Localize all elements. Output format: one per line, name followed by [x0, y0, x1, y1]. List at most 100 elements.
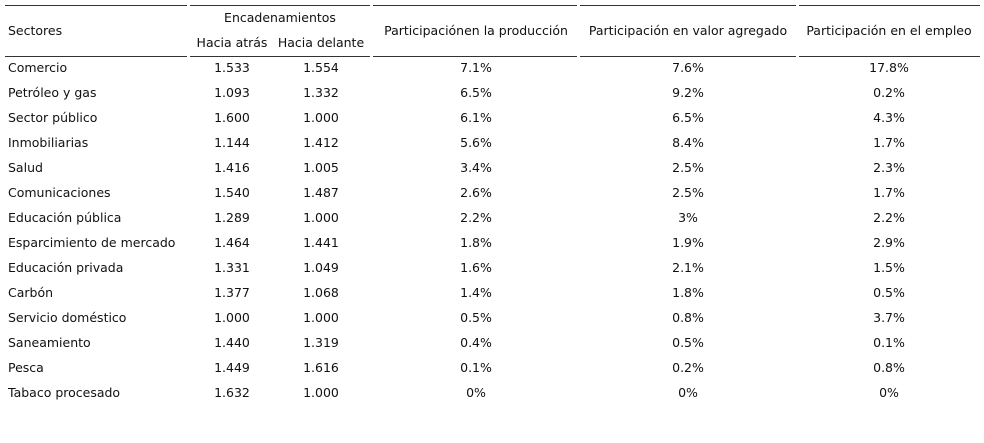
cell: 1.000: [303, 310, 339, 325]
cell: 17.8%: [869, 60, 909, 75]
cell: 8.4%: [672, 135, 704, 150]
cell: 1.000: [303, 110, 339, 125]
cell: 0.5%: [873, 285, 905, 300]
header: Participación en valor agregado: [588, 23, 788, 38]
cell: 1.540: [214, 185, 250, 200]
row-label: Petróleo y gas: [8, 85, 97, 100]
cell: 6.5%: [460, 85, 492, 100]
cell: 0%: [678, 385, 698, 400]
cell: 2.5%: [672, 185, 704, 200]
row-label: Sector público: [8, 110, 98, 125]
cell: 0.5%: [672, 335, 704, 350]
cell: 0.2%: [873, 85, 905, 100]
row-label: Pesca: [8, 360, 44, 375]
cell: 1.487: [303, 185, 339, 200]
rule: [799, 5, 980, 6]
cell: 0.5%: [460, 310, 492, 325]
cell: 6.1%: [460, 110, 492, 125]
cell: 0%: [466, 385, 486, 400]
cell: 0.8%: [672, 310, 704, 325]
cell: 2.9%: [873, 235, 905, 250]
rule: [190, 5, 370, 6]
cell: 0.2%: [672, 360, 704, 375]
cell: 7.1%: [460, 60, 492, 75]
rule: [580, 56, 796, 57]
cell: 1.440: [214, 335, 250, 350]
cell: 0.8%: [873, 360, 905, 375]
cell: 1.5%: [873, 260, 905, 275]
cell: 0.1%: [460, 360, 492, 375]
cell: 7.6%: [672, 60, 704, 75]
row-label: Comercio: [8, 60, 68, 75]
cell: 1.9%: [672, 235, 704, 250]
cell: 2.3%: [873, 160, 905, 175]
cell: 1.005: [303, 160, 339, 175]
rule: [799, 56, 980, 57]
cell: 2.1%: [672, 260, 704, 275]
cell: 1.412: [303, 135, 339, 150]
cell: 1.8%: [460, 235, 492, 250]
cell: 1.554: [303, 60, 339, 75]
cell: 9.2%: [672, 85, 704, 100]
cell: 3.4%: [460, 160, 492, 175]
header: Participación en el empleo: [806, 23, 972, 38]
row-label: Salud: [8, 160, 43, 175]
cell: 5.6%: [460, 135, 492, 150]
cell: 2.5%: [672, 160, 704, 175]
header: Hacia atrás: [196, 35, 268, 50]
row-label: Inmobiliarias: [8, 135, 89, 150]
cell: 3.7%: [873, 310, 905, 325]
cell: 1.6%: [460, 260, 492, 275]
cell: 1.7%: [873, 185, 905, 200]
cell: 1.049: [303, 260, 339, 275]
cell: 1.416: [214, 160, 250, 175]
rule: [5, 56, 187, 57]
cell: 2.2%: [873, 210, 905, 225]
row-label: Esparcimiento de mercado: [8, 235, 176, 250]
cell: 1.441: [303, 235, 339, 250]
cell: 1.331: [214, 260, 250, 275]
cell: 1.319: [303, 335, 339, 350]
cell: 1.093: [214, 85, 250, 100]
cell: 1.632: [214, 385, 250, 400]
cell: 1.464: [214, 235, 250, 250]
cell: 2.6%: [460, 185, 492, 200]
cell: 1.332: [303, 85, 339, 100]
rule: [190, 56, 370, 57]
cell: 0%: [879, 385, 899, 400]
rule: [580, 5, 796, 6]
cell: 1.449: [214, 360, 250, 375]
row-label: Tabaco procesado: [8, 385, 121, 400]
cell: 4.3%: [873, 110, 905, 125]
cell: 1.533: [214, 60, 250, 75]
row-label: Carbón: [8, 285, 54, 300]
cell: 1.068: [303, 285, 339, 300]
cell: 1.000: [303, 210, 339, 225]
header: Hacia delante: [277, 35, 365, 50]
row-label: Saneamiento: [8, 335, 91, 350]
rule: [5, 5, 187, 6]
rule: [373, 56, 577, 57]
rule: [373, 5, 577, 6]
cell: 1.616: [303, 360, 339, 375]
cell: 2.2%: [460, 210, 492, 225]
cell: 1.000: [303, 385, 339, 400]
cell: 0.4%: [460, 335, 492, 350]
row-label: Educación pública: [8, 210, 122, 225]
cell: 1.377: [214, 285, 250, 300]
cell: 1.289: [214, 210, 250, 225]
cell: 1.7%: [873, 135, 905, 150]
row-label: Comunicaciones: [8, 185, 111, 200]
cell: 0.1%: [873, 335, 905, 350]
header: Encadenamientos: [224, 10, 336, 25]
cell: 1.600: [214, 110, 250, 125]
cell: 6.5%: [672, 110, 704, 125]
row-label: Educación privada: [8, 260, 124, 275]
cell: 3%: [678, 210, 698, 225]
cell: 1.4%: [460, 285, 492, 300]
row-label: Servicio doméstico: [8, 310, 127, 325]
cell: 1.000: [214, 310, 250, 325]
header: Sectores: [8, 23, 63, 38]
cell: 1.8%: [672, 285, 704, 300]
